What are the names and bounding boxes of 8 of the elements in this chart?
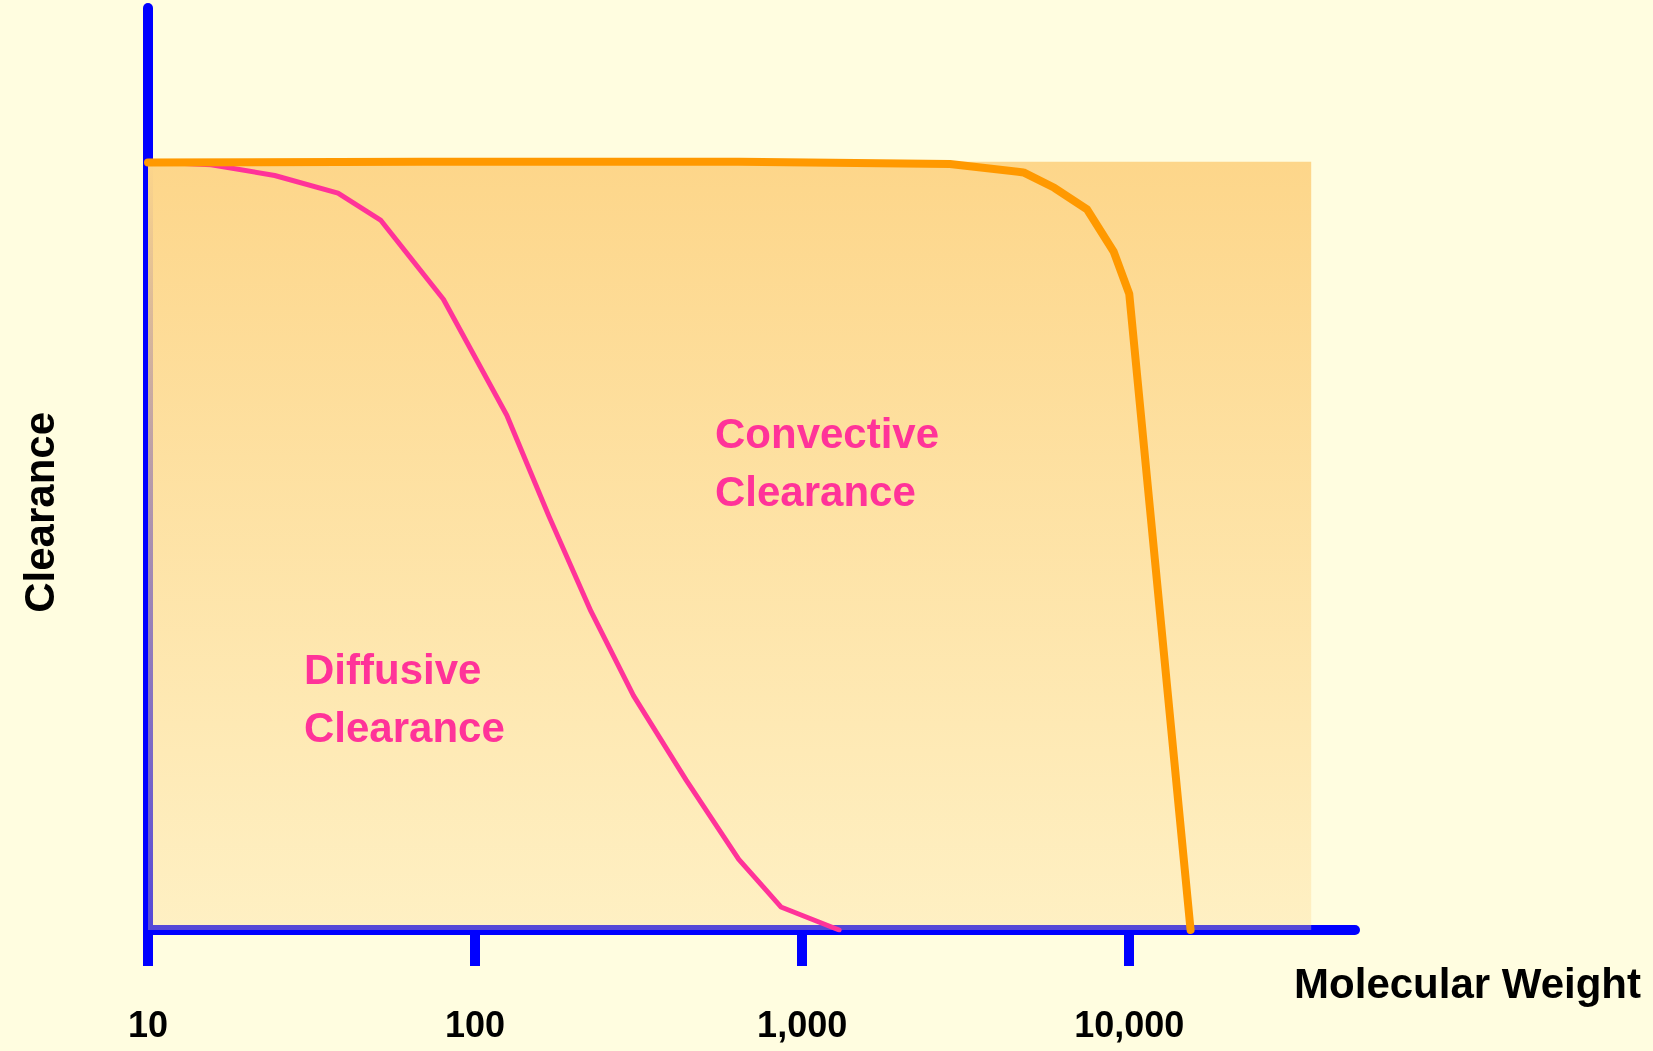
x-tick-label: 10 <box>127 1003 169 1045</box>
x-tick-label: 10,000 <box>1074 1003 1185 1045</box>
y-axis-title: Clearance <box>15 412 63 613</box>
annotation: Convective Clearance <box>715 409 940 515</box>
x-axis-title: Molecular Weight <box>1294 959 1642 1007</box>
annotation: Diffusive Clearance <box>304 645 505 751</box>
x-tick-label: 1,000 <box>757 1003 848 1045</box>
x-tick-label: 100 <box>445 1003 506 1045</box>
